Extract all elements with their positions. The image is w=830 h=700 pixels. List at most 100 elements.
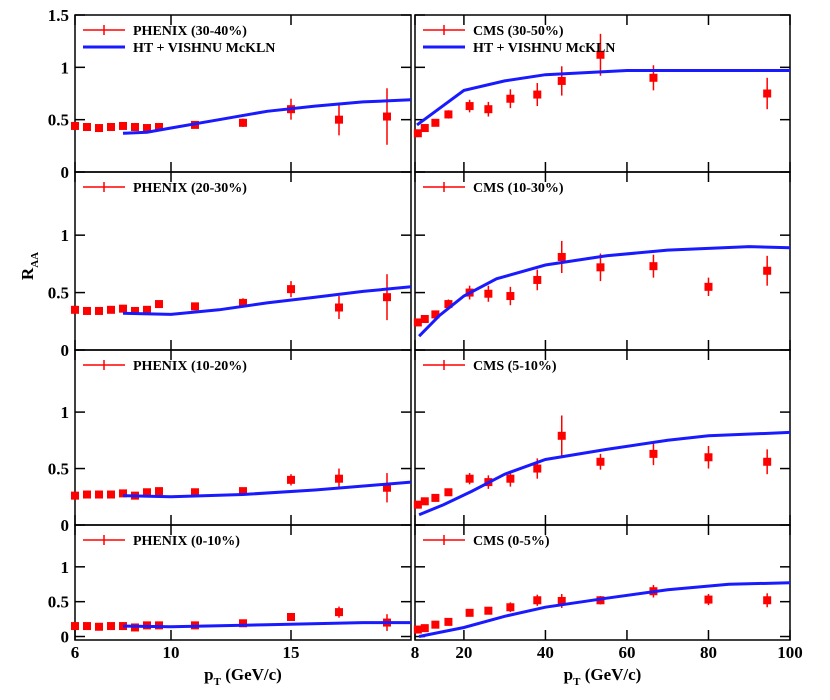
marker xyxy=(335,474,343,483)
marker xyxy=(413,500,422,509)
marker xyxy=(533,596,542,605)
marker xyxy=(83,306,91,315)
y-tick-label: 0.5 xyxy=(48,284,69,303)
marker xyxy=(506,292,515,301)
marker xyxy=(596,263,605,272)
marker xyxy=(533,90,542,99)
marker xyxy=(420,497,429,506)
marker xyxy=(71,491,79,500)
marker xyxy=(119,121,127,130)
marker xyxy=(763,89,772,98)
marker xyxy=(71,305,79,314)
y-tick-label: 0 xyxy=(61,628,70,647)
marker xyxy=(413,318,422,327)
marker xyxy=(444,300,453,309)
y-tick-label: 1 xyxy=(61,558,70,577)
y-tick-label: 0 xyxy=(61,341,70,360)
model-line xyxy=(122,480,412,499)
marker xyxy=(287,613,295,621)
panel-frame xyxy=(414,14,791,173)
marker xyxy=(649,73,658,82)
legend-label: CMS (30-50%) xyxy=(473,24,564,39)
marker xyxy=(71,622,79,631)
marker xyxy=(704,453,713,462)
x-axis-label-rest: (GeV/c) xyxy=(580,665,641,684)
marker xyxy=(95,622,103,631)
marker xyxy=(533,464,542,473)
marker xyxy=(83,490,91,499)
marker xyxy=(119,489,127,498)
panel-frame xyxy=(74,349,412,526)
marker xyxy=(191,488,199,497)
marker xyxy=(107,622,115,631)
marker xyxy=(465,102,474,111)
marker xyxy=(335,303,343,312)
marker xyxy=(71,121,79,130)
y-tick-label: 1 xyxy=(61,58,70,77)
marker xyxy=(420,314,429,323)
marker xyxy=(431,620,440,629)
x-axis-label: pT (GeV/c) xyxy=(564,665,642,688)
panel-frame xyxy=(74,524,412,641)
model-line xyxy=(418,245,791,338)
marker xyxy=(465,474,474,483)
x-axis-label-rest: (GeV/c) xyxy=(221,665,282,684)
y-axis-label: RAA xyxy=(18,252,41,280)
marker xyxy=(143,488,151,497)
marker xyxy=(107,490,115,499)
marker xyxy=(155,487,163,496)
marker xyxy=(239,118,247,127)
y-tick-label: 0 xyxy=(61,163,70,182)
marker xyxy=(143,305,151,314)
panel-frame xyxy=(414,171,791,351)
marker xyxy=(420,624,429,633)
marker xyxy=(596,457,605,466)
marker xyxy=(155,300,163,309)
marker xyxy=(649,262,658,271)
model-line xyxy=(416,69,790,127)
x-tick-label: 80 xyxy=(700,643,717,662)
x-tick-label: 60 xyxy=(618,643,635,662)
model-line xyxy=(122,98,412,135)
y-tick-label: 0.5 xyxy=(48,111,69,130)
marker xyxy=(763,266,772,275)
marker xyxy=(557,252,566,261)
y-axis-label-sub: AA xyxy=(29,252,41,268)
marker xyxy=(649,449,658,458)
marker xyxy=(287,475,295,484)
marker xyxy=(413,129,422,138)
y-tick-label: 1 xyxy=(61,403,70,422)
marker xyxy=(239,487,247,496)
marker xyxy=(557,76,566,85)
marker xyxy=(131,122,139,131)
marker xyxy=(95,490,103,499)
marker xyxy=(119,304,127,313)
x-tick-label: 8 xyxy=(411,643,420,662)
marker xyxy=(484,606,493,615)
model-line xyxy=(418,430,791,517)
x-tick-label: 10 xyxy=(163,643,180,662)
legend-label: PHENIX (20-30%) xyxy=(133,181,247,196)
marker xyxy=(95,306,103,315)
marker xyxy=(107,305,115,314)
marker xyxy=(83,122,91,131)
marker xyxy=(191,302,199,311)
marker xyxy=(557,596,566,605)
marker xyxy=(413,625,422,634)
marker xyxy=(444,110,453,119)
marker xyxy=(383,112,391,121)
x-axis-label-sub: T xyxy=(573,676,581,688)
panel-frame xyxy=(414,349,791,526)
legend-label: CMS (0-5%) xyxy=(473,534,550,549)
model-line xyxy=(122,285,412,316)
marker xyxy=(420,124,429,133)
marker xyxy=(596,50,605,59)
marker xyxy=(506,474,515,483)
marker xyxy=(287,285,295,294)
marker xyxy=(484,289,493,298)
marker xyxy=(383,483,391,492)
marker xyxy=(704,282,713,291)
marker xyxy=(431,493,440,502)
legend-label: CMS (5-10%) xyxy=(473,359,557,374)
